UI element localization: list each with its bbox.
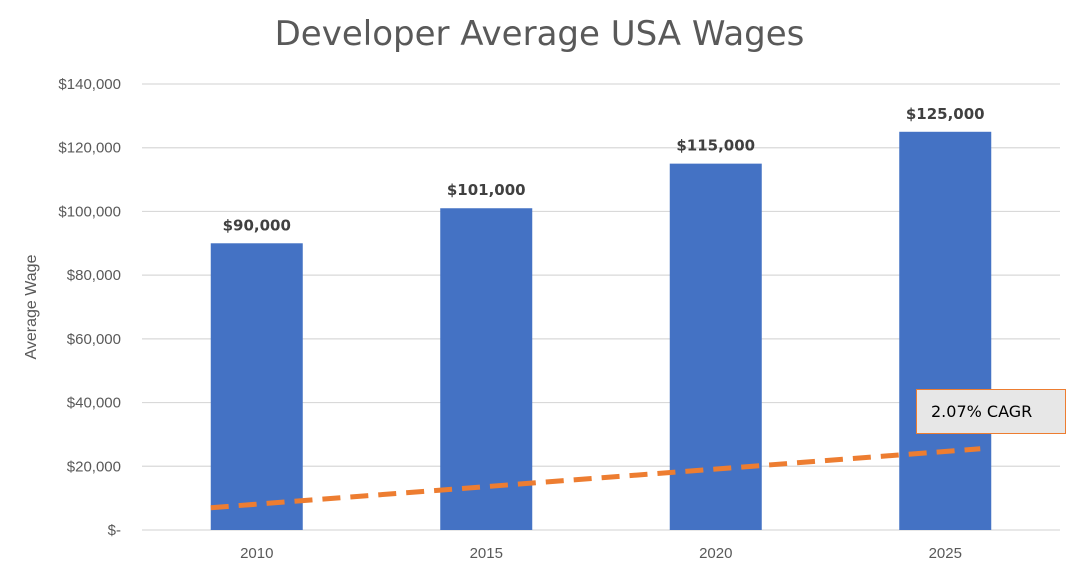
data-label: $90,000	[223, 216, 291, 234]
trendline	[210, 446, 981, 511]
y-tick-label: $60,000	[67, 331, 121, 348]
x-tick-label: 2025	[929, 545, 962, 562]
y-tick-label: $20,000	[67, 458, 121, 475]
data-label: $125,000	[906, 105, 985, 123]
y-tick-label: $-	[108, 522, 121, 539]
chart-title: Developer Average USA Wages	[274, 14, 805, 54]
x-tick-label: 2020	[699, 545, 732, 562]
data-label: $101,000	[447, 181, 526, 199]
bar	[210, 243, 303, 531]
y-tick-label: $40,000	[67, 395, 121, 412]
y-tick-label: $80,000	[67, 267, 121, 284]
bar	[899, 131, 992, 531]
bar	[669, 163, 762, 530]
y-tick-label: $140,000	[58, 76, 121, 93]
y-tick-label: $120,000	[58, 140, 121, 157]
y-tick-label: $100,000	[58, 203, 121, 220]
cagr-annotation: 2.07% CAGR	[916, 389, 1066, 434]
x-tick-label: 2010	[240, 545, 273, 562]
bar	[440, 208, 533, 530]
data-label: $115,000	[676, 137, 755, 155]
x-tick-label: 2015	[470, 545, 503, 562]
